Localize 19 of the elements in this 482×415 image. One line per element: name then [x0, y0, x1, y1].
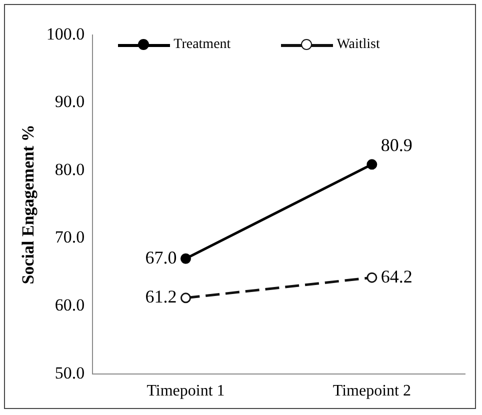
data-label: 64.2 [380, 266, 412, 286]
point [180, 253, 191, 264]
y-tick-label: 90.0 [54, 92, 85, 112]
x-tick-label: Timepoint 2 [332, 382, 411, 400]
point [366, 159, 378, 170]
y-tick-label: 60.0 [54, 296, 85, 315]
legend-label: Waitlist [336, 37, 380, 53]
data-label: 80.9 [380, 135, 412, 156]
y-tick-label: 50.0 [54, 363, 85, 382]
y-tick-label: 80.0 [54, 160, 85, 179]
legend-label: Treatment [174, 37, 231, 53]
y-tick-label: 70.0 [54, 228, 85, 247]
data-label: 67.0 [145, 247, 177, 268]
x-tick-label: Timepoint 1 [146, 382, 225, 400]
point [366, 272, 378, 283]
data-label: 61.2 [145, 286, 177, 307]
y-tick-label: 100.0 [46, 24, 85, 44]
point [180, 292, 191, 304]
y-axis-title: Social Engagement % [18, 124, 38, 284]
